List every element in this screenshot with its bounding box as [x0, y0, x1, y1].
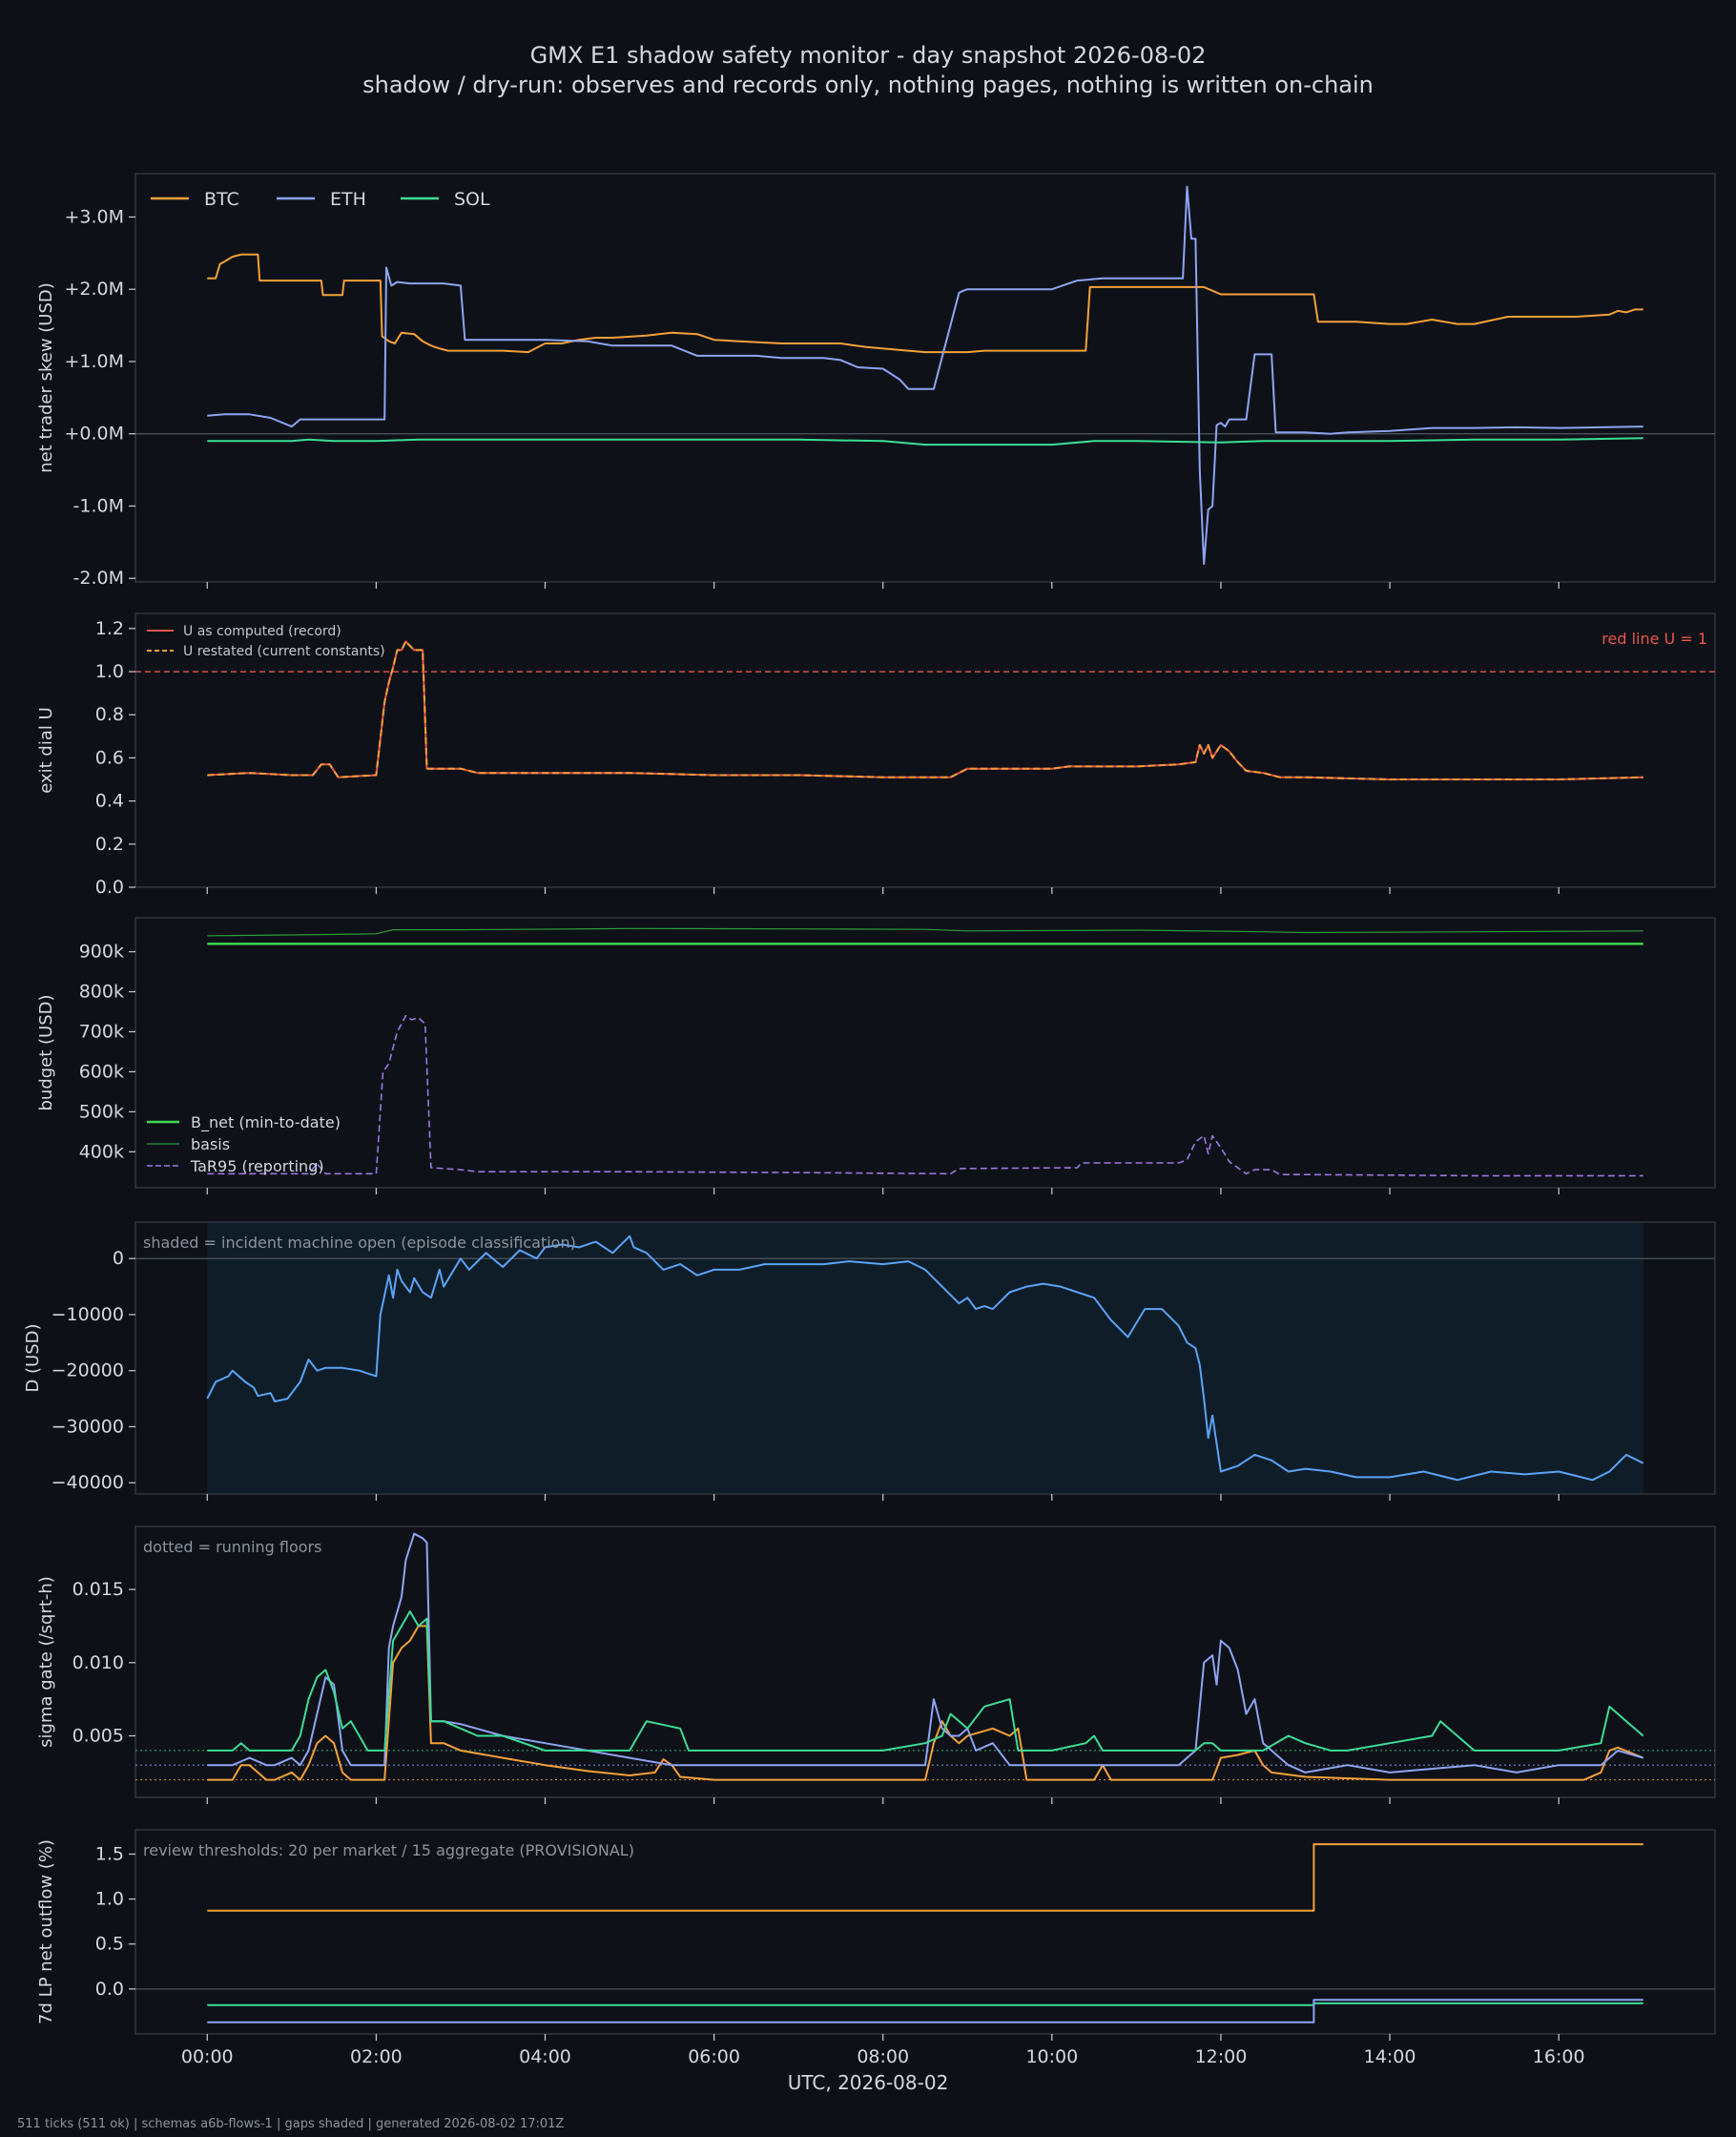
series-line-d: [206, 1234, 1644, 1482]
x-tick-label: 12:00: [1195, 2046, 1248, 2067]
y-tick-label: 0: [113, 1248, 124, 1269]
y-tick-label: 600k: [79, 1061, 124, 1082]
series-line-sol: [207, 437, 1643, 446]
y-tick-label: +2.0M: [64, 279, 124, 300]
legend-entry: B_net (min-to-date): [191, 1113, 341, 1132]
y-axis-label: exit dial U: [36, 707, 56, 794]
panel-frame: [134, 1525, 1716, 1798]
y-axis-label: sigma gate (/sqrt-h): [36, 1576, 56, 1748]
x-tick-label: 00:00: [181, 2046, 234, 2067]
series-line-tar95-reporting-: [207, 1014, 1643, 1177]
y-tick-label: 0.0: [95, 1979, 124, 2000]
y-tick-label: 0.015: [72, 1579, 124, 1600]
x-tick-label: 10:00: [1025, 2046, 1078, 2067]
series-line-btc: [207, 253, 1643, 354]
series-line-u-restated-current-constants-: [207, 640, 1643, 780]
chart-title: GMX E1 shadow safety monitor - day snaps…: [530, 42, 1207, 69]
x-axis-label: UTC, 2026-08-02: [788, 2071, 949, 2094]
shaded-region: [207, 1223, 1643, 1493]
y-tick-label: −10000: [52, 1304, 124, 1325]
y-tick-label: +0.0M: [64, 424, 124, 445]
y-tick-label: −20000: [52, 1360, 124, 1381]
y-tick-label: 1.0: [95, 1889, 124, 1910]
y-tick-label: -2.0M: [73, 568, 124, 589]
y-tick-label: 800k: [79, 982, 124, 1003]
legend-entry: SOL: [454, 189, 490, 210]
legend-entry: TaR95 (reporting): [190, 1157, 324, 1175]
series-line-eth: [207, 1532, 1643, 1774]
panel-budget: 400k 500k 600k 700k 800k 900k budget (USD) B_ne…: [36, 917, 1716, 1194]
panel-lp_outflow: 0.0 0.5 1.0 1.5 00:00 02:00 04:00 06:00 08:00 10:…: [36, 1829, 1716, 2067]
chart-subtitle: shadow / dry-run: observes and records o…: [362, 72, 1374, 98]
y-axis-label: net trader skew (USD): [36, 282, 56, 473]
footer-status: 511 ticks (511 ok) | schemas a6b-flows-1…: [17, 2117, 564, 2131]
y-tick-label: 500k: [79, 1101, 124, 1122]
y-tick-label: -1.0M: [73, 495, 124, 516]
x-tick-label: 14:00: [1364, 2046, 1416, 2067]
y-tick-label: 0.6: [95, 747, 124, 768]
y-tick-label: 0.8: [95, 704, 124, 725]
y-axis-label: budget (USD): [36, 994, 56, 1110]
panel-D: −40000 −30000 −20000 −10000 0 D (USD) shaded =…: [23, 1221, 1716, 1501]
x-tick-label: 08:00: [857, 2046, 909, 2067]
x-tick-label: 16:00: [1533, 2046, 1585, 2067]
panel-sigma: 0.005 0.010 0.015 sigma gate (/sqrt-h) dotte…: [36, 1525, 1716, 1804]
y-axis-label: D (USD): [23, 1323, 43, 1392]
legend-entry: ETH: [330, 189, 366, 210]
y-tick-label: 0.2: [95, 834, 124, 855]
y-tick-label: 900k: [79, 942, 124, 963]
series-line-sol: [207, 1610, 1644, 1752]
legend-entry: U restated (current constants): [183, 644, 385, 659]
y-tick-label: 1.2: [95, 618, 124, 639]
y-tick-label: 0.010: [72, 1652, 124, 1673]
y-tick-label: +1.0M: [64, 351, 124, 372]
y-tick-label: +3.0M: [64, 206, 124, 227]
red-line-label: red line U = 1: [1602, 630, 1707, 648]
x-tick-label: 02:00: [350, 2046, 403, 2067]
panel-note: shaded = incident machine open (episode …: [143, 1234, 576, 1252]
legend-entry: basis: [191, 1135, 230, 1153]
y-tick-label: 1.5: [95, 1843, 124, 1864]
series-line-btc: [207, 1843, 1643, 1912]
x-tick-label: 04:00: [519, 2046, 571, 2067]
panel-frame: [134, 917, 1716, 1189]
y-tick-label: 0.5: [95, 1934, 124, 1955]
y-tick-label: −40000: [52, 1472, 124, 1493]
panel-note: review thresholds: 20 per market / 15 ag…: [143, 1841, 634, 1859]
y-tick-label: −30000: [52, 1416, 124, 1437]
y-tick-label: 700k: [79, 1021, 124, 1042]
x-tick-label: 06:00: [688, 2046, 740, 2067]
y-tick-label: 400k: [79, 1141, 124, 1162]
series-line-eth: [207, 1999, 1643, 2023]
y-axis-label: 7d LP net outflow (%): [36, 1839, 56, 2024]
legend-entry: U as computed (record): [183, 624, 341, 639]
panel-note: dotted = running floors: [143, 1538, 321, 1556]
y-tick-label: 0.0: [95, 877, 124, 898]
panel-skew: -2.0M -1.0M +0.0M +1.0M +2.0M +3.0M net trader…: [36, 173, 1716, 589]
y-tick-label: 0.4: [95, 791, 124, 812]
y-tick-label: 1.0: [95, 661, 124, 682]
panel-frame: [134, 612, 1716, 888]
panel-frame: [134, 173, 1716, 583]
panel-exit_dial: 0.0 0.2 0.4 0.6 0.8 1.0 1.2 exit dial U red line…: [36, 612, 1716, 898]
legend-entry: BTC: [204, 189, 239, 210]
y-tick-label: 0.005: [72, 1726, 124, 1747]
panels: -2.0M -1.0M +0.0M +1.0M +2.0M +3.0M net trader…: [23, 173, 1716, 2067]
series-line-eth: [207, 185, 1643, 566]
series-line-basis: [207, 927, 1643, 937]
series-line-btc: [207, 1625, 1644, 1781]
